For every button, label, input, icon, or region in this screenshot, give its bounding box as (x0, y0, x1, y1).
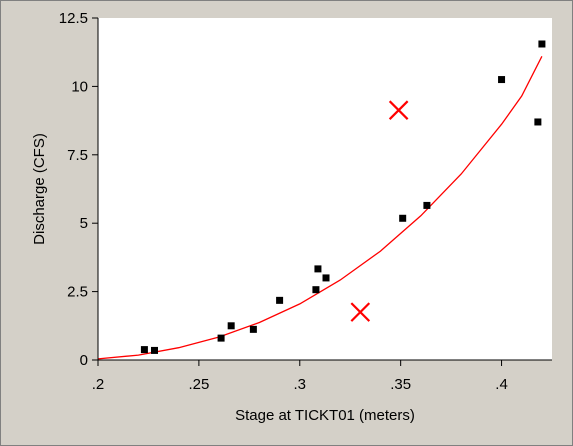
x-tick-label: .4 (495, 376, 508, 393)
x-tick-label: .35 (390, 376, 411, 393)
data-point (276, 296, 284, 304)
x-tick-label: .2 (92, 376, 105, 393)
data-point (498, 76, 506, 84)
y-tick-label: 12.5 (59, 10, 88, 27)
y-tick-label: 10 (71, 78, 88, 95)
fit-line-group (97, 56, 543, 360)
y-axis-ticks: 0 2.5 5 7.5 10 12.5 (59, 10, 98, 369)
data-point (140, 346, 148, 354)
excluded-points-group (350, 100, 409, 322)
excluded-point-marker (350, 302, 371, 322)
y-tick-label: 7.5 (67, 147, 88, 164)
data-point (227, 322, 235, 330)
data-point (312, 286, 320, 294)
plot-area (98, 18, 552, 360)
y-axis-title: Discharge (CFS) (31, 133, 48, 245)
data-point (423, 201, 431, 209)
excluded-point-marker (388, 100, 409, 120)
y-tick-label: 2.5 (67, 284, 88, 301)
y-tick-label: 5 (80, 215, 88, 232)
data-point (322, 274, 330, 282)
data-point (538, 40, 546, 48)
data-point (399, 214, 407, 222)
data-point (249, 325, 257, 333)
data-point (217, 334, 225, 342)
data-point (314, 265, 322, 273)
y-tick-label: 0 (80, 352, 88, 369)
points-group (140, 40, 546, 354)
x-tick-label: .3 (294, 376, 307, 393)
x-tick-label: .25 (188, 376, 209, 393)
fit-curve (97, 56, 543, 360)
data-point (150, 346, 158, 354)
data-point (534, 118, 542, 126)
x-axis-ticks: .2 .25 .3 .35 .4 (92, 360, 508, 393)
x-axis-title: Stage at TICKT01 (meters) (235, 407, 415, 424)
